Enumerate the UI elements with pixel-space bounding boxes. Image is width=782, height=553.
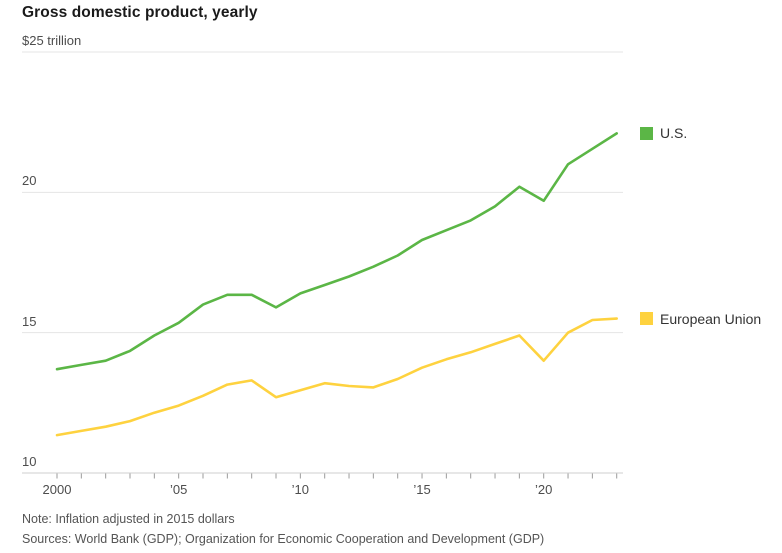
us-legend-swatch-icon (640, 126, 653, 140)
x-axis-tick-label: 2000 (42, 482, 72, 497)
x-axis-tick-label: ’20 (535, 482, 553, 497)
chart-title: Gross domestic product, yearly (22, 4, 258, 21)
sources-text: Sources: World Bank (GDP); Organization … (22, 532, 545, 546)
y-axis-tick-label: 10 (22, 454, 37, 469)
note-text: Note: Inflation adjusted in 2015 dollars (22, 512, 235, 526)
x-axis-tick-label: ’15 (413, 482, 431, 497)
x-axis-tick-label: ’10 (291, 482, 310, 497)
series-line-us (55, 132, 619, 371)
series-line-eu (55, 317, 619, 437)
x-axis-tick-label: ’05 (169, 482, 188, 497)
eu-legend-swatch-icon (640, 312, 653, 326)
legend-item-us: U.S. (640, 125, 687, 141)
legend-item-eu: European Union (640, 311, 761, 327)
y-axis-tick-label: $25 trillion (22, 32, 82, 48)
us-legend-label: U.S. (660, 125, 688, 142)
eu-legend-label: European Union (660, 310, 762, 327)
y-axis-tick-label: 20 (22, 173, 37, 189)
y-axis-tick-label: 15 (22, 313, 37, 329)
